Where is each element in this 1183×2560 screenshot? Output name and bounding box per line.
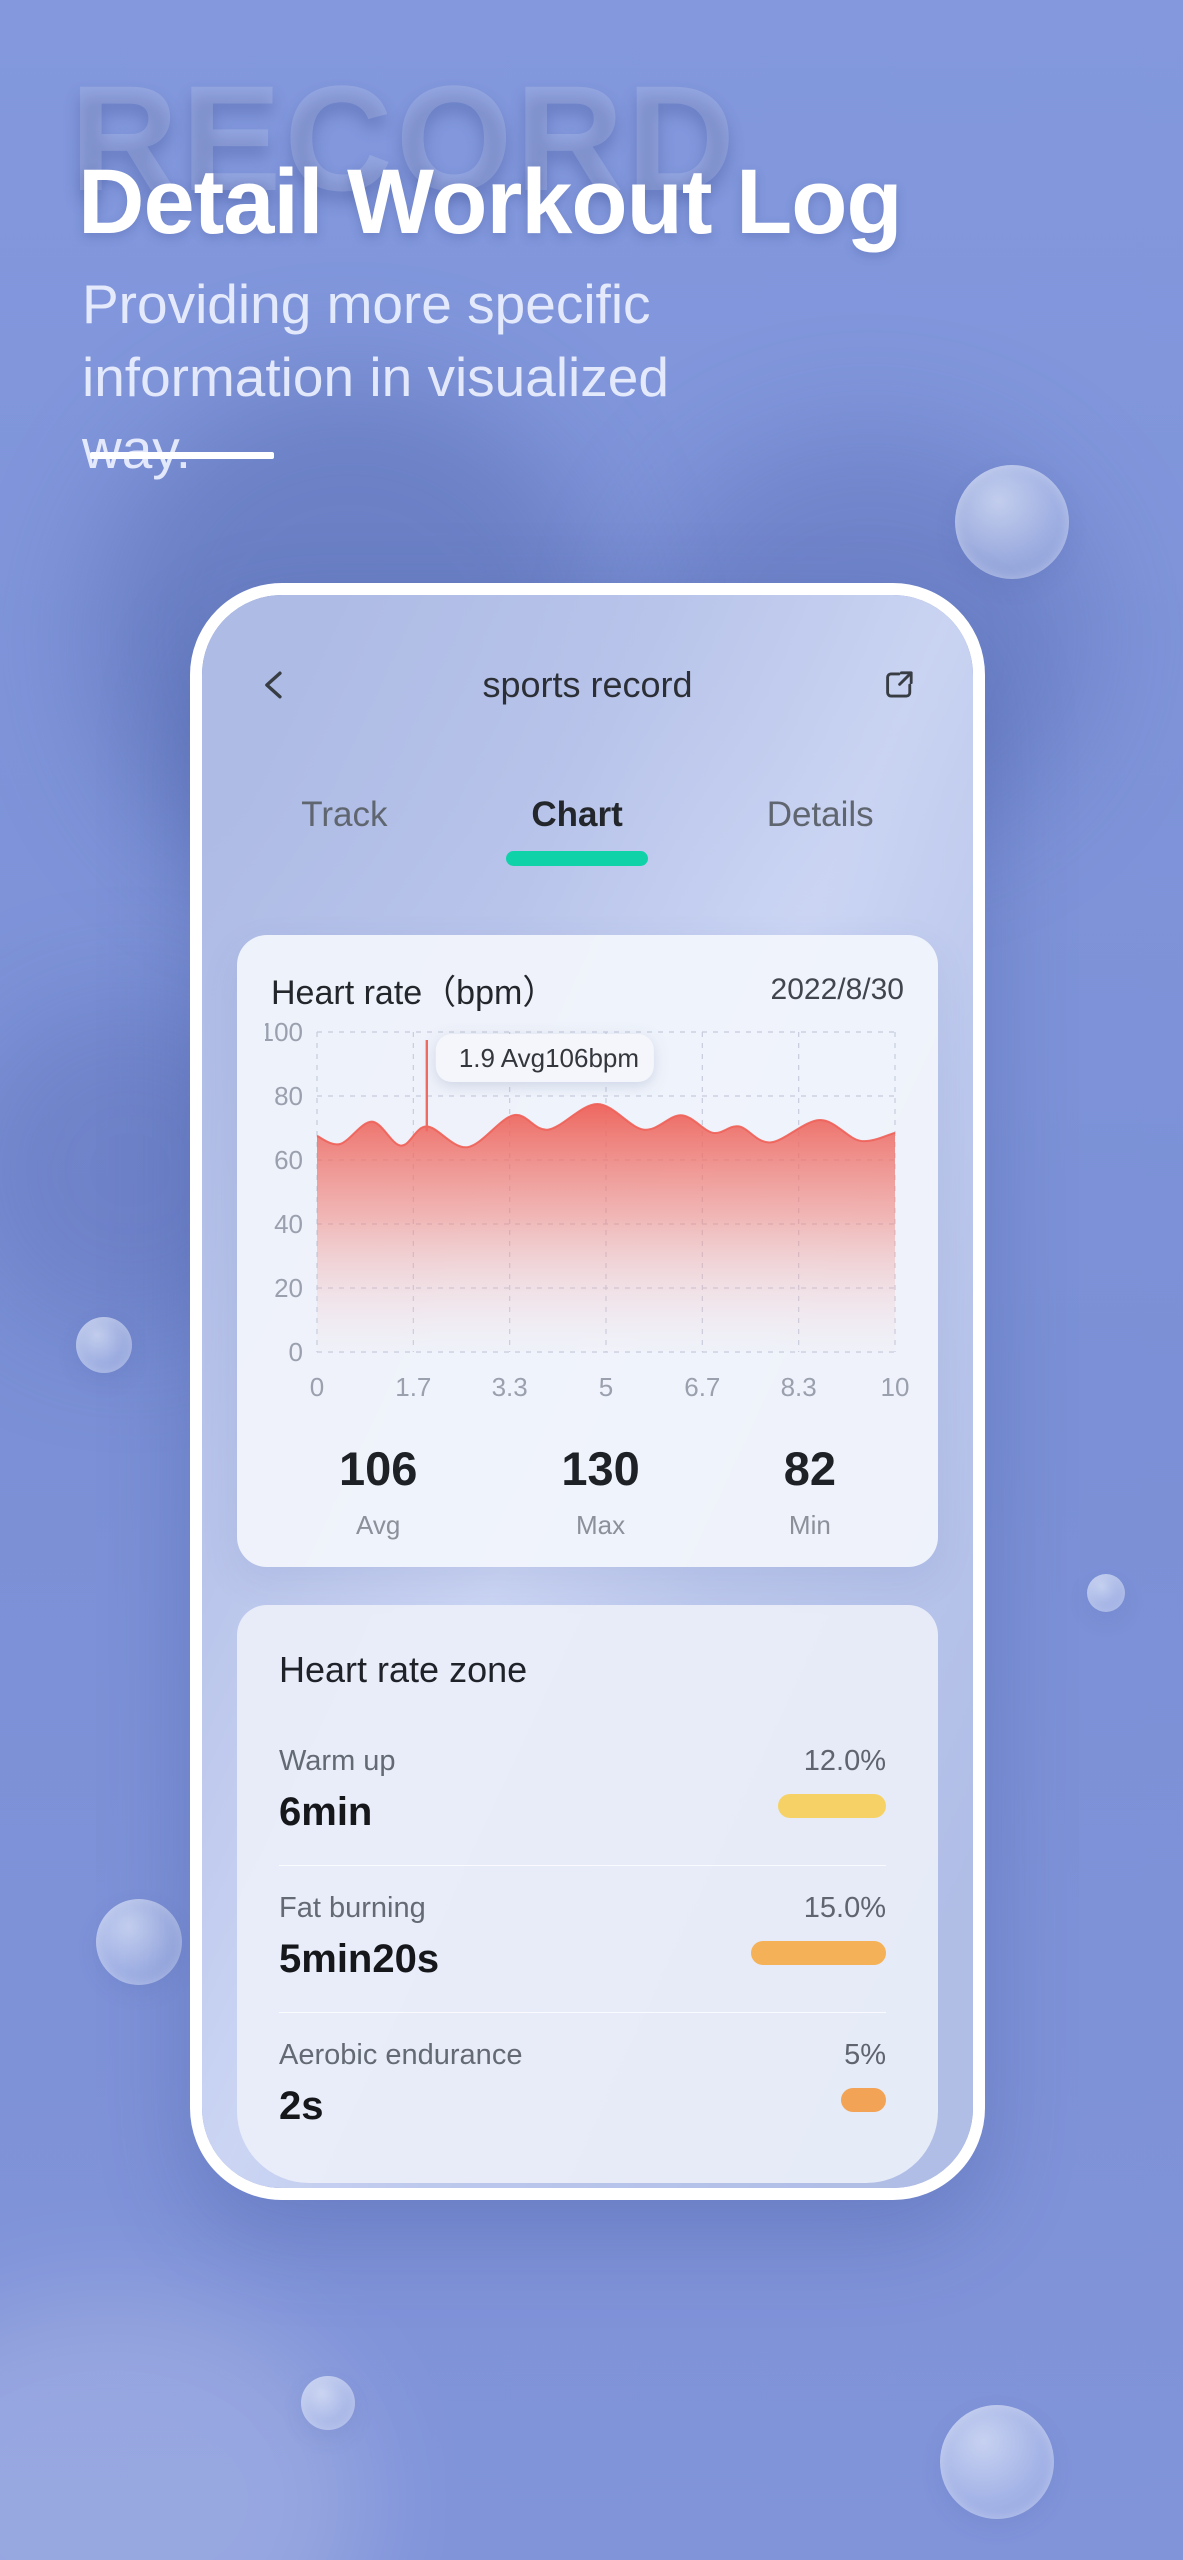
tab-track[interactable]: Track [301, 795, 388, 834]
heart-rate-card: Heart rate（bpm） 2022/8/30 0 20 40 60 80 100 0 1… [237, 935, 938, 1567]
phone-mockup: sports record Track Chart Details [190, 583, 985, 2200]
ghost-record-text: RECORD [70, 54, 739, 222]
zone-bar [778, 1794, 886, 1818]
app-header: sports record [202, 653, 973, 717]
zone-duration: 2s [279, 2084, 324, 2128]
app-header-title: sports record [482, 664, 693, 705]
zone-duration: 6min [279, 1790, 373, 1834]
chevron-left-icon [265, 671, 282, 699]
decorative-bubble [301, 2376, 355, 2430]
zone-label: Aerobic endurance [279, 2039, 523, 2071]
chart-tooltip: 1.9 Avg106bpm [435, 1034, 654, 1082]
svg-text:100: 100 [265, 1018, 303, 1047]
external-link-icon [886, 671, 913, 698]
svg-text:1.7: 1.7 [395, 1372, 431, 1402]
phone-screen: sports record Track Chart Details [202, 595, 973, 2188]
heart-rate-card-title: Heart rate（bpm） [271, 974, 557, 1012]
decorative-bubble [940, 2405, 1054, 2519]
svg-text:1.9 Avg106bpm: 1.9 Avg106bpm [459, 1043, 639, 1073]
svg-text:80: 80 [274, 1081, 303, 1111]
zone-label: Warm up [279, 1745, 396, 1777]
tab-chart[interactable]: Chart [506, 795, 649, 866]
page-title: Detail Workout Log [78, 151, 903, 253]
svg-text:8.3: 8.3 [781, 1372, 817, 1402]
zone-row: Fat burning 5min20s 15.0% [279, 1865, 886, 2012]
heart-rate-chart-area: 0 20 40 60 80 100 0 1.7 3.3 5 6.7 8.3 10 1.9 Avg106bp… [237, 1017, 938, 1433]
zone-percent: 5% [844, 2039, 886, 2071]
svg-text:0: 0 [289, 1337, 303, 1367]
svg-text:40: 40 [274, 1209, 303, 1239]
svg-text:3.3: 3.3 [492, 1372, 528, 1402]
zone-bar [751, 1941, 886, 1965]
page-subtitle: Providing more specific information in v… [82, 273, 669, 481]
stat-max: 130 Max [561, 1442, 640, 1540]
share-button[interactable] [877, 663, 921, 707]
svg-text:60: 60 [274, 1145, 303, 1175]
heart-rate-chart[interactable]: 0 20 40 60 80 100 0 1.7 3.3 5 6.7 8.3 10 1.9 Avg106bp… [260, 1017, 910, 1428]
heart-rate-zone-panel: Heart rate zone Warm up 6min 12.0% Fat b… [237, 1605, 938, 2183]
svg-text:20: 20 [274, 1273, 303, 1303]
zone-percent: 12.0% [803, 1745, 886, 1777]
svg-text:0: 0 [310, 1372, 324, 1402]
tab-details[interactable]: Details [766, 795, 874, 834]
back-button[interactable] [254, 663, 298, 707]
tab-bar: Track Chart Details [202, 795, 973, 866]
decorative-bubble [76, 1317, 132, 1373]
heart-rate-card-date: 2022/8/30 [770, 972, 904, 1006]
heart-rate-card-header: Heart rate（bpm） 2022/8/30 [237, 935, 938, 1018]
active-tab-indicator [506, 851, 649, 866]
decorative-bubble [955, 465, 1069, 579]
heart-rate-stats: 106 Avg 130 Max 82 Min [237, 1433, 938, 1541]
zone-row: Warm up 6min 12.0% [279, 1719, 886, 1865]
stat-avg: 106 Avg [338, 1442, 418, 1540]
title-underline [90, 452, 274, 459]
zone-label: Fat burning [279, 1892, 426, 1924]
decorative-bubble [1087, 1574, 1125, 1612]
svg-text:5: 5 [599, 1372, 613, 1402]
heart-rate-zone-rows: Warm up 6min 12.0% Fat burning 5min20s 1… [279, 1719, 886, 2159]
zone-bar [841, 2088, 886, 2112]
heart-rate-zone-heading: Heart rate zone [279, 1649, 528, 1690]
svg-text:10: 10 [881, 1372, 910, 1402]
zone-row: Aerobic endurance 2s 5% [279, 2012, 886, 2159]
decorative-bubble [96, 1899, 182, 1985]
zone-percent: 15.0% [803, 1892, 886, 1924]
zone-duration: 5min20s [279, 1937, 440, 1981]
stat-min: 82 Min [783, 1442, 836, 1540]
svg-text:6.7: 6.7 [684, 1372, 720, 1402]
